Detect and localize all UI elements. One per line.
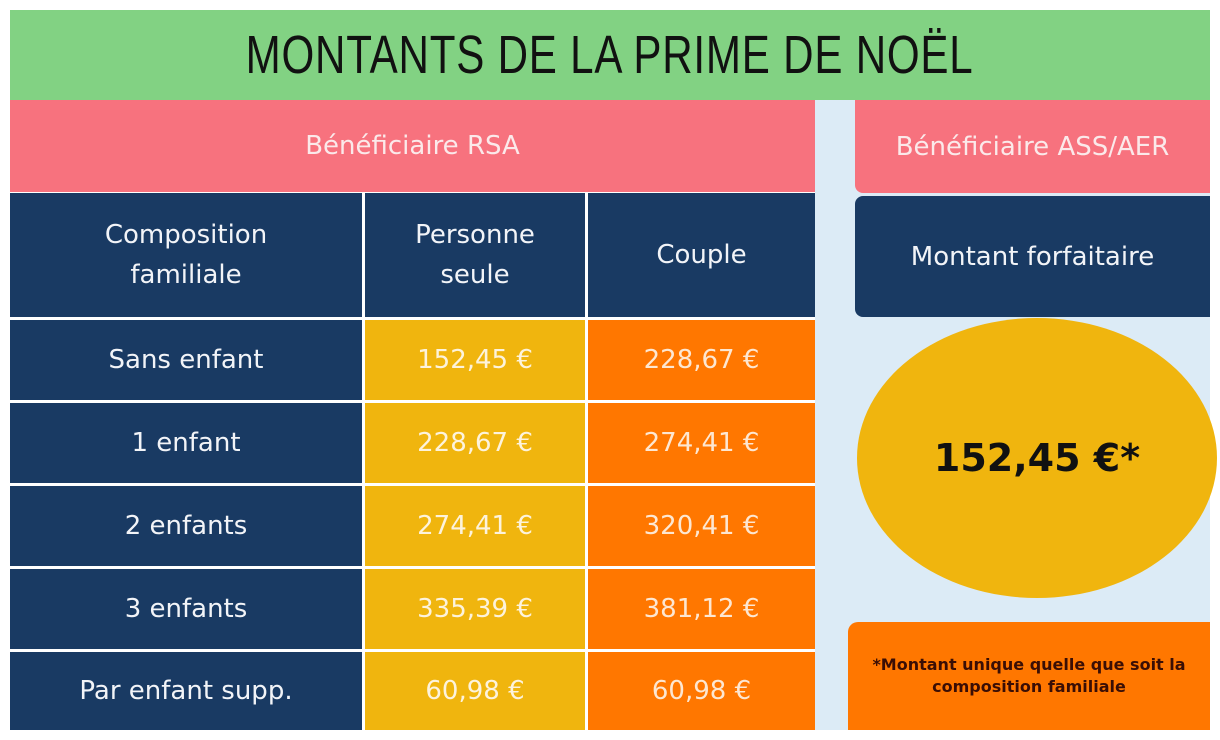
cell-couple: 320,41 € [588,486,815,566]
page-title: MONTANTS DE LA PRIME DE NOËL [10,10,1210,100]
cell-single: 152,45 € [365,320,585,400]
cell-single: 228,67 € [365,403,585,483]
cell-couple: 274,41 € [588,403,815,483]
cell-single: 274,41 € [365,486,585,566]
cell-couple: 381,12 € [588,569,815,649]
title-text: MONTANTS DE LA PRIME DE NOËL [246,25,974,85]
cell-single: 60,98 € [365,652,585,730]
row-label: 2 enfants [10,486,362,566]
column-header-single: Personne seule [365,193,585,317]
rsa-header: Bénéficiaire RSA [10,100,815,192]
ass-amount: 152,45 €* [857,318,1217,598]
cell-single: 335,39 € [365,569,585,649]
column-header-couple: Couple [588,193,815,317]
cell-couple: 60,98 € [588,652,815,730]
row-label: Par enfant supp. [10,652,362,730]
cell-couple: 228,67 € [588,320,815,400]
ass-subheader: Montant forfaitaire [855,196,1210,317]
row-label: 1 enfant [10,403,362,483]
column-header-composition: Composition familiale [10,193,362,317]
row-label: 3 enfants [10,569,362,649]
ass-note: *Montant unique quelle que soit la compo… [848,622,1210,730]
ass-header: Bénéficiaire ASS/AER [855,100,1210,193]
row-label: Sans enfant [10,320,362,400]
